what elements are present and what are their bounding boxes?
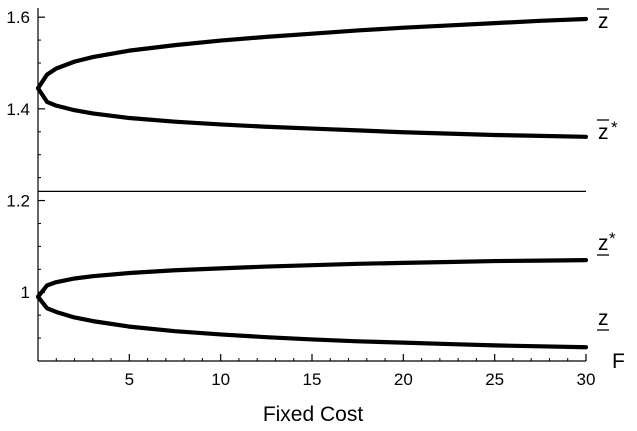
x-axis-end-label: F bbox=[612, 350, 625, 373]
label-z-bar-group: z bbox=[597, 8, 609, 33]
label-z-under: z bbox=[598, 307, 609, 330]
label-z-under-star: z bbox=[598, 232, 609, 255]
series-line-3 bbox=[35, 258, 589, 299]
label-z-bar: z bbox=[598, 10, 609, 33]
series-line-2 bbox=[35, 86, 589, 139]
series-line-1 bbox=[35, 16, 589, 91]
y-tick-label: 1.2 bbox=[6, 192, 30, 211]
label-z-bar-star-group: z * bbox=[597, 118, 618, 144]
x-tick-label: 25 bbox=[485, 370, 504, 389]
axes: 5 10 15 20 25 30 1 1.2 1.4 1.6 bbox=[6, 8, 595, 389]
label-z-under-star-group: z * bbox=[597, 229, 616, 256]
series-line-4 bbox=[35, 294, 589, 350]
x-tick-label: 20 bbox=[394, 370, 413, 389]
x-tick-label: 5 bbox=[125, 370, 134, 389]
x-tick-label: 15 bbox=[303, 370, 322, 389]
x-tick-label: 10 bbox=[211, 370, 230, 389]
y-tick-label: 1.4 bbox=[6, 100, 30, 119]
y-tick-label: 1 bbox=[21, 283, 30, 302]
label-z-bar-star: z bbox=[598, 121, 609, 144]
x-tick-label: 30 bbox=[577, 370, 596, 389]
label-z-under-star-asterisk: * bbox=[609, 229, 616, 248]
series-layer bbox=[35, 16, 589, 350]
label-z-bar-star-asterisk: * bbox=[611, 118, 618, 137]
label-z-under-group: z bbox=[597, 307, 609, 331]
y-tick-label: 1.6 bbox=[6, 8, 30, 27]
x-axis-title: Fixed Cost bbox=[263, 403, 364, 426]
